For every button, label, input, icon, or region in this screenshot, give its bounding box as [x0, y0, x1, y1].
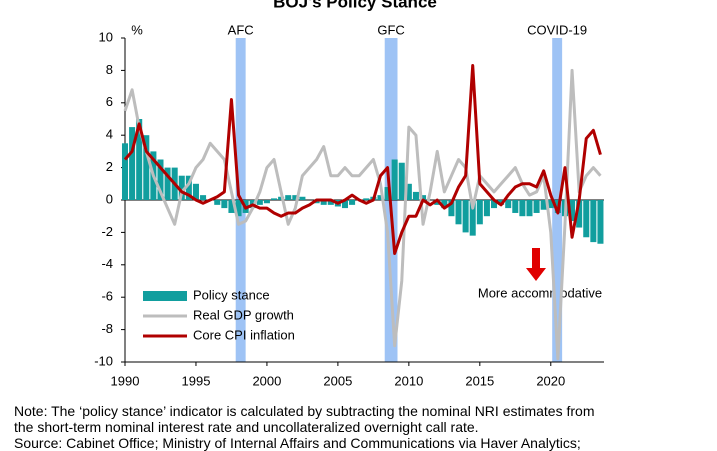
note-line: the short-term nominal interest rate and…	[14, 419, 479, 435]
legend-label: Policy stance	[193, 287, 270, 302]
bar	[583, 200, 590, 238]
x-tick-label: 2015	[465, 373, 494, 388]
bar	[455, 200, 462, 225]
bar	[434, 200, 441, 205]
shaded-label: GFC	[377, 22, 404, 37]
x-tick-label: 2005	[323, 373, 352, 388]
annotation: More accommodative	[478, 285, 602, 300]
bar	[157, 159, 164, 200]
bar	[136, 119, 143, 200]
shaded-label: AFC	[228, 22, 254, 37]
bar	[490, 200, 498, 209]
bar	[590, 200, 597, 243]
chart: BOJ's Policy Stance % More accommodative…	[94, 0, 604, 388]
bar	[597, 200, 604, 244]
bar	[228, 200, 235, 213]
bar	[200, 195, 207, 200]
bar	[285, 195, 292, 200]
y-tick-label: 0	[106, 191, 113, 206]
bar	[398, 162, 405, 200]
note-line: Note: The ‘policy stance’ indicator is c…	[14, 403, 595, 419]
bar	[214, 200, 221, 205]
note-line: Source: Cabinet Office; Ministry of Inte…	[14, 435, 581, 451]
bar	[420, 195, 427, 200]
y-axis-label: %	[131, 22, 143, 37]
bar	[178, 175, 185, 200]
chart-title: BOJ's Policy Stance	[273, 0, 437, 11]
arrow	[526, 248, 546, 281]
bar	[505, 200, 512, 209]
x-tick-label: 1990	[111, 373, 140, 388]
notes: Note: The ‘policy stance’ indicator is c…	[14, 403, 714, 451]
x-tick-label: 2010	[394, 373, 423, 388]
bar	[412, 191, 419, 200]
line	[123, 64, 602, 255]
bar	[526, 200, 533, 217]
y-tick-label: -8	[101, 321, 113, 336]
bar	[299, 196, 306, 200]
bar	[263, 200, 270, 204]
y-tick-label: -2	[101, 224, 113, 239]
bar	[547, 200, 554, 209]
bar	[377, 195, 384, 200]
bar	[469, 200, 476, 236]
x-tick-label: 2000	[252, 373, 281, 388]
shaded-label: COVID-19	[527, 22, 587, 37]
bar	[271, 198, 278, 200]
bar	[292, 195, 299, 200]
bar	[405, 183, 412, 200]
bar	[341, 200, 349, 209]
bar	[320, 200, 327, 205]
bar	[576, 200, 583, 228]
bar	[512, 200, 519, 213]
bar	[221, 200, 228, 209]
y-tick-label: 4	[106, 127, 113, 142]
bar	[441, 200, 448, 209]
y-tick-label: 6	[106, 94, 113, 109]
bar	[462, 200, 469, 233]
line	[123, 68, 602, 361]
bar	[569, 200, 576, 222]
bar	[519, 200, 526, 217]
bar	[143, 135, 150, 200]
y-tick-label: 8	[106, 62, 113, 77]
bar	[164, 167, 171, 200]
bar	[349, 200, 356, 205]
bar	[448, 200, 455, 217]
bar	[192, 183, 199, 200]
bar	[476, 200, 483, 225]
bar	[540, 200, 547, 210]
y-tick-label: 10	[99, 29, 113, 44]
y-tick-label: -4	[101, 256, 113, 271]
bar	[533, 200, 540, 213]
bar	[363, 198, 370, 200]
legend-label: Real GDP growth	[193, 307, 294, 322]
bar	[256, 200, 263, 205]
bar	[129, 127, 136, 200]
bar	[121, 143, 129, 200]
bar	[235, 200, 242, 217]
legend-label: Core CPI inflation	[193, 327, 295, 342]
y-tick-label: -6	[101, 289, 113, 304]
legend-swatch	[143, 291, 187, 301]
y-tick-label: 2	[106, 159, 113, 174]
bar	[483, 200, 490, 217]
x-tick-label: 1995	[182, 373, 211, 388]
bar	[327, 200, 334, 205]
y-tick-label: -10	[94, 353, 113, 368]
bar	[185, 175, 192, 200]
x-tick-label: 2020	[536, 373, 565, 388]
bar	[384, 187, 391, 200]
bar	[391, 159, 398, 200]
